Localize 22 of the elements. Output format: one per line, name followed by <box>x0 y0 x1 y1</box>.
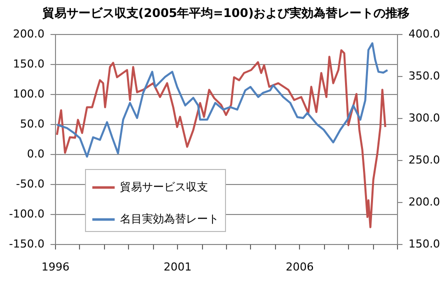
line-series <box>56 49 386 228</box>
y-tick-label: 100.0 <box>13 88 44 100</box>
chart-title: 貿易サービス収支(2005年平均=100)および実効為替レートの推移 <box>41 6 410 20</box>
y-tick-label: -150.0 <box>9 238 44 250</box>
y2-tick-label: 400.0 <box>408 28 440 40</box>
y2-tick-label: 250.0 <box>408 154 440 166</box>
y2-tick-label: 200.0 <box>408 196 440 208</box>
y-tick-label: 50.0 <box>20 118 44 130</box>
y2-tick-label: 300.0 <box>408 112 440 124</box>
y-tick-label: -100.0 <box>9 208 44 220</box>
y-tick-label: 150.0 <box>13 58 44 70</box>
y-tick-label: 0.0 <box>27 148 44 160</box>
y2-tick-label: 150.0 <box>408 238 440 250</box>
x-tick-label: 2006 <box>286 260 314 274</box>
x-tick-label: 1996 <box>42 260 70 274</box>
x-tick-label: 2001 <box>164 260 192 274</box>
legend-label: 名目実効為替レート <box>120 212 219 226</box>
legend-label: 貿易サービス収支 <box>120 180 208 194</box>
y-tick-label: 200.0 <box>13 28 44 40</box>
y-tick-label: -50.0 <box>16 178 44 190</box>
line-series <box>56 42 388 158</box>
y2-tick-label: 350.0 <box>408 70 440 82</box>
